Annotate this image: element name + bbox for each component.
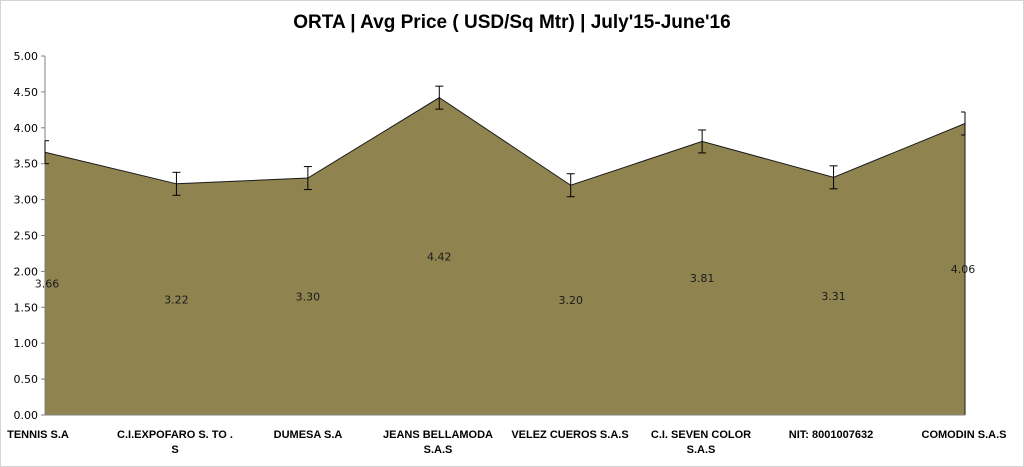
y-tick-label: 4.50 xyxy=(14,86,39,99)
data-label: 3.30 xyxy=(296,291,321,304)
x-category-label: TENNIS S.A xyxy=(7,429,69,441)
chart-title: ORTA | Avg Price ( USD/Sq Mtr) | July'15… xyxy=(293,12,731,33)
x-category-label: DUMESA S.A xyxy=(274,429,343,441)
x-category-label: C.I. SEVEN COLOR S.A.S xyxy=(651,429,751,456)
error-bar xyxy=(303,166,312,191)
x-category-label: C.I.EXPOFARO S. TO .S xyxy=(117,429,233,456)
data-label: 3.20 xyxy=(558,294,583,307)
error-bar xyxy=(172,171,181,196)
data-label: 3.66 xyxy=(35,278,60,291)
x-category-label: NIT: 8001007632 xyxy=(789,429,873,441)
y-tick-label: 0.50 xyxy=(14,373,39,386)
y-tick-label: 2.00 xyxy=(14,265,39,278)
data-label: 4.06 xyxy=(951,263,976,276)
error-bar xyxy=(961,111,966,136)
error-bar xyxy=(698,129,707,154)
area-fill xyxy=(45,97,965,416)
data-label: 3.31 xyxy=(821,290,846,303)
x-category-label: COMODIN S.A.S xyxy=(922,429,1007,441)
y-tick-label: 2.50 xyxy=(14,230,39,243)
x-category-label: JEANS BELLAMODA S.A.S xyxy=(383,429,493,456)
error-bar xyxy=(435,85,444,110)
y-tick-label: 4.00 xyxy=(14,122,39,135)
error-bar xyxy=(829,165,838,190)
data-label: 3.81 xyxy=(690,272,715,285)
y-tick-label: 5.00 xyxy=(14,50,39,63)
y-tick-label: 1.50 xyxy=(14,301,39,314)
error-bar xyxy=(44,140,49,165)
data-label: 3.22 xyxy=(164,293,189,306)
error-bar xyxy=(566,173,575,198)
x-category-label: VELEZ CUEROS S.A.S xyxy=(511,429,628,441)
y-tick-label: 3.50 xyxy=(14,158,39,171)
y-tick-label: 3.00 xyxy=(14,194,39,207)
y-tick-label: 0.00 xyxy=(14,409,39,422)
data-label: 4.42 xyxy=(427,250,452,263)
series-line xyxy=(44,97,966,186)
y-tick-label: 1.00 xyxy=(14,337,39,350)
